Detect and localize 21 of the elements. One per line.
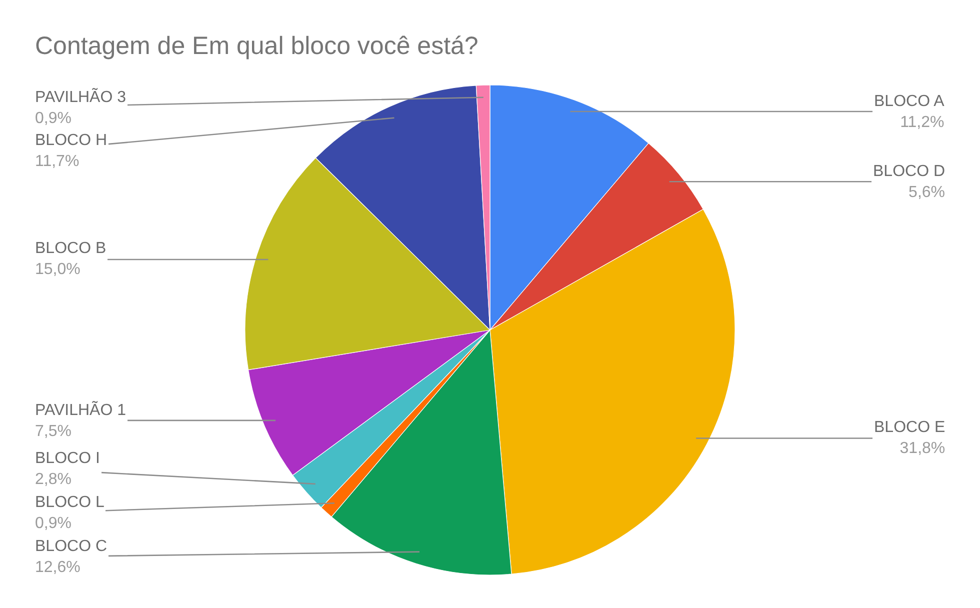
slice-label: BLOCO E (874, 419, 946, 436)
data-label: 5,6% (908, 184, 946, 201)
slice-label: BLOCO L (35, 494, 104, 511)
slice-label: BLOCO I (35, 450, 100, 467)
slice-label: BLOCO H (35, 132, 108, 149)
slice-label: BLOCO C (35, 538, 108, 555)
data-label: 2,8% (35, 470, 72, 488)
data-label: 11,7% (35, 152, 80, 170)
data-label: 0,9% (35, 514, 72, 532)
slice-label: PAVILHÃO 3 (35, 87, 126, 106)
chart-title: Contagem de Em qual bloco você está? (35, 32, 478, 60)
data-label: 31,8% (900, 440, 946, 457)
data-label: 0,9% (35, 110, 72, 127)
data-label: 11,2% (900, 114, 944, 131)
data-label: 15,0% (35, 260, 80, 278)
slice-label: BLOCO B (35, 240, 106, 257)
slice-label: BLOCO A (874, 93, 945, 110)
data-label: 12,6% (35, 558, 80, 576)
data-label: 7,5% (35, 422, 72, 440)
slice-label: PAVILHÃO 1 (35, 400, 126, 419)
slice-label: BLOCO D (873, 163, 946, 180)
